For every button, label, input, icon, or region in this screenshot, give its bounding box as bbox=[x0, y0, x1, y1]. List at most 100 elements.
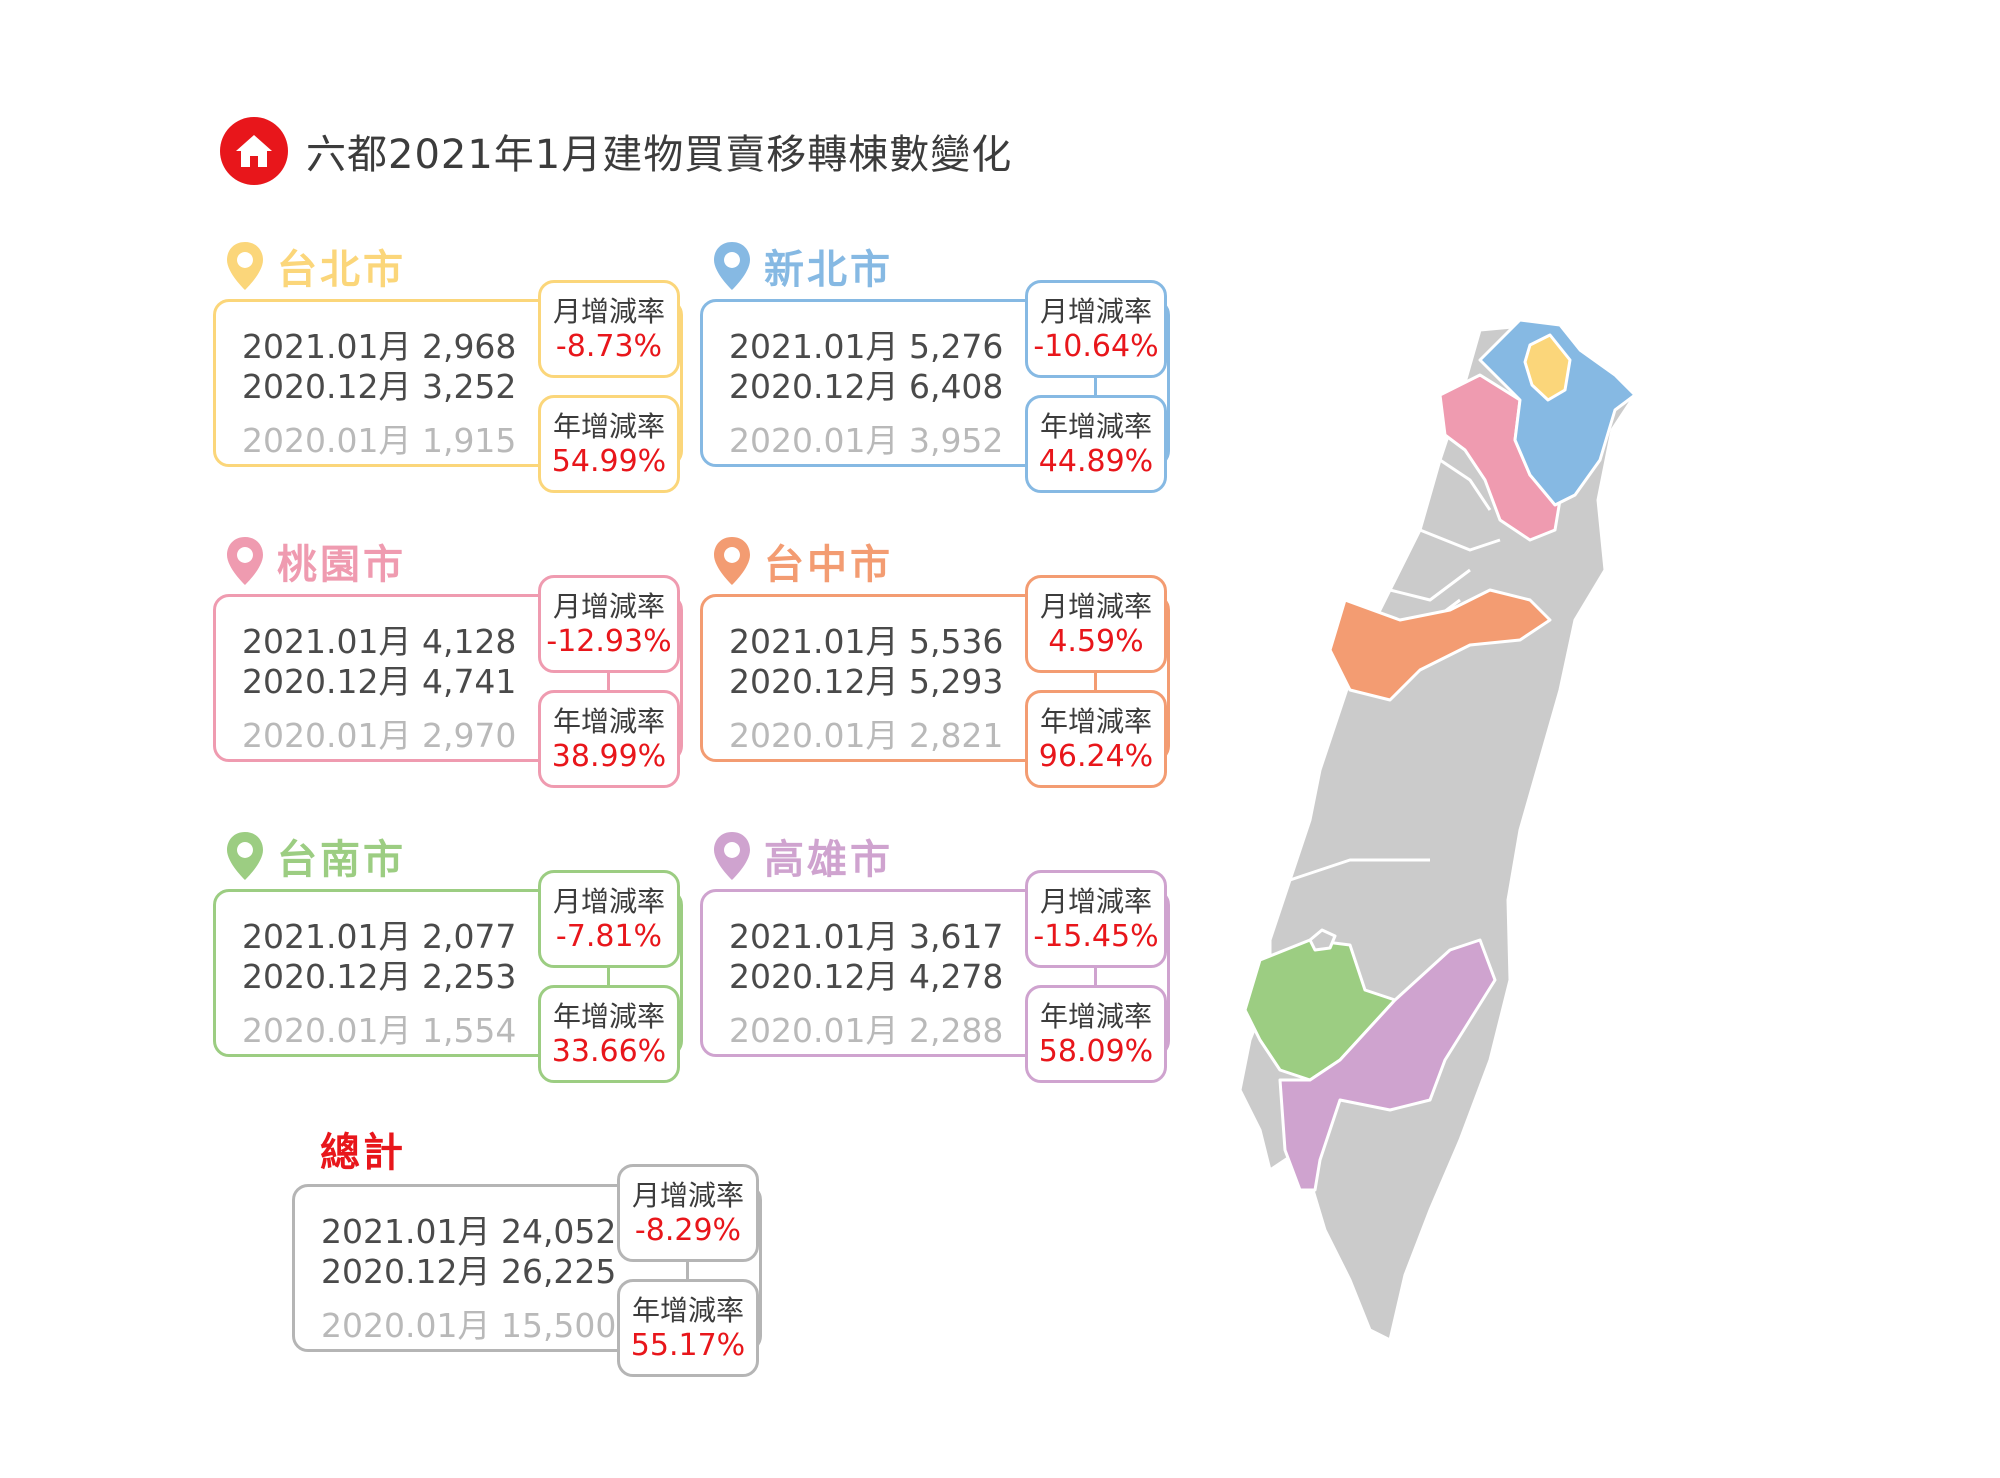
mom-rate-box: 月增減率 4.59% bbox=[1025, 575, 1167, 673]
current-month-count: 2021.01月 2,968 bbox=[242, 327, 517, 366]
current-month-count: 2021.01月 5,276 bbox=[729, 327, 1004, 366]
city-header: 高雄市 bbox=[712, 825, 893, 887]
city-figures-box: 2021.01月 4,128 2020.12月 4,741 2020.01月 2… bbox=[213, 594, 683, 762]
last-year-count: 2020.01月 1,554 bbox=[242, 1011, 517, 1050]
yoy-rate-box: 年增減率 55.17% bbox=[617, 1279, 759, 1377]
last-year-count: 2020.01月 2,288 bbox=[729, 1011, 1004, 1050]
location-pin-icon bbox=[227, 537, 263, 585]
previous-month-count: 2020.12月 3,252 bbox=[242, 367, 517, 406]
mom-value: -8.29% bbox=[634, 1213, 742, 1248]
mom-value: -8.73% bbox=[555, 329, 663, 364]
last-year-count: 2020.01月 2,970 bbox=[242, 716, 517, 755]
yoy-label: 年增減率 bbox=[1039, 410, 1152, 443]
city-card-taichung: 台中市 2021.01月 5,536 2020.12月 5,293 2020.0… bbox=[700, 530, 1175, 815]
rate-connector bbox=[607, 673, 610, 691]
city-name: 台南市 bbox=[277, 837, 406, 883]
yoy-label: 年增減率 bbox=[552, 410, 665, 443]
mom-label: 月增減率 bbox=[552, 885, 665, 918]
rate-connector bbox=[686, 1262, 689, 1280]
current-month-count: 2021.01月 24,052 bbox=[321, 1212, 617, 1251]
rate-connector bbox=[607, 968, 610, 986]
yoy-value: 55.17% bbox=[630, 1328, 746, 1363]
mom-label: 月增減率 bbox=[1039, 295, 1152, 328]
city-header: 台南市 bbox=[225, 825, 406, 887]
mom-value: -7.81% bbox=[555, 919, 663, 954]
city-header: 桃園市 bbox=[225, 530, 406, 592]
yoy-value: 58.09% bbox=[1038, 1034, 1154, 1069]
yoy-label: 年增減率 bbox=[631, 1294, 744, 1327]
yoy-label: 年增減率 bbox=[552, 1000, 665, 1033]
total-card: 2021.01月 24,052 2020.12月 26,225 2020.01月… bbox=[292, 1110, 767, 1395]
location-pin-icon bbox=[714, 832, 750, 880]
yoy-rate-box: 年增減率 58.09% bbox=[1025, 985, 1167, 1083]
mom-value: 4.59% bbox=[1048, 624, 1144, 659]
mom-label: 月增減率 bbox=[631, 1179, 744, 1212]
location-pin-icon bbox=[227, 832, 263, 880]
city-card-taoyuan: 桃園市 2021.01月 4,128 2020.12月 4,741 2020.0… bbox=[213, 530, 688, 815]
mom-rate-box: 月增減率 -12.93% bbox=[538, 575, 680, 673]
current-month-count: 2021.01月 2,077 bbox=[242, 917, 517, 956]
page-title-group: 六都2021年1月建物買賣移轉棟數變化 bbox=[220, 115, 1012, 187]
map-taipei bbox=[1523, 333, 1572, 402]
yoy-rate-box: 年增減率 96.24% bbox=[1025, 690, 1167, 788]
rate-connector bbox=[1094, 968, 1097, 986]
yoy-rate-box: 年增減率 38.99% bbox=[538, 690, 680, 788]
last-year-count: 2020.01月 2,821 bbox=[729, 716, 1004, 755]
rate-connector bbox=[1094, 378, 1097, 396]
taiwan-map bbox=[1238, 318, 1637, 1342]
map-taichung bbox=[1328, 588, 1552, 702]
location-pin-icon bbox=[714, 242, 750, 290]
city-name: 台中市 bbox=[764, 542, 893, 588]
last-year-count: 2020.01月 1,915 bbox=[242, 421, 517, 460]
mom-value: -10.64% bbox=[1033, 329, 1159, 364]
last-year-count: 2020.01月 3,952 bbox=[729, 421, 1004, 460]
mom-rate-box: 月增減率 -10.64% bbox=[1025, 280, 1167, 378]
yoy-value: 96.24% bbox=[1038, 739, 1154, 774]
mom-label: 月增減率 bbox=[552, 590, 665, 623]
home-icon bbox=[220, 117, 288, 185]
city-header: 台北市 bbox=[225, 235, 406, 297]
yoy-value: 33.66% bbox=[551, 1034, 667, 1069]
city-header: 台中市 bbox=[712, 530, 893, 592]
current-month-count: 2021.01月 5,536 bbox=[729, 622, 1004, 661]
total-label: 總計 bbox=[320, 1130, 406, 1176]
map-lake bbox=[1308, 928, 1337, 952]
mom-value: -12.93% bbox=[546, 624, 672, 659]
yoy-label: 年增減率 bbox=[1039, 1000, 1152, 1033]
mom-rate-box: 月增減率 -8.29% bbox=[617, 1164, 759, 1262]
city-card-new-taipei: 新北市 2021.01月 5,276 2020.12月 6,408 2020.0… bbox=[700, 235, 1175, 520]
rate-connector bbox=[1094, 673, 1097, 691]
yoy-rate-box: 年增減率 44.89% bbox=[1025, 395, 1167, 493]
mom-rate-box: 月增減率 -7.81% bbox=[538, 870, 680, 968]
previous-month-count: 2020.12月 4,278 bbox=[729, 957, 1004, 996]
map-kaohsiung bbox=[1278, 938, 1497, 1192]
yoy-rate-box: 年增減率 54.99% bbox=[538, 395, 680, 493]
current-month-count: 2021.01月 4,128 bbox=[242, 622, 517, 661]
previous-month-count: 2020.12月 26,225 bbox=[321, 1252, 617, 1291]
last-year-count: 2020.01月 15,500 bbox=[321, 1306, 617, 1345]
city-card-kaohsiung: 高雄市 2021.01月 3,617 2020.12月 4,278 2020.0… bbox=[700, 825, 1175, 1110]
city-name: 高雄市 bbox=[764, 837, 893, 883]
yoy-label: 年增減率 bbox=[1039, 705, 1152, 738]
city-card-taipei: 台北市 2021.01月 2,968 2020.12月 3,252 2020.0… bbox=[213, 235, 688, 520]
mom-rate-box: 月增減率 -8.73% bbox=[538, 280, 680, 378]
mom-value: -15.45% bbox=[1033, 919, 1159, 954]
city-name: 台北市 bbox=[277, 247, 406, 293]
mom-rate-box: 月增減率 -15.45% bbox=[1025, 870, 1167, 968]
mom-label: 月增減率 bbox=[552, 295, 665, 328]
yoy-value: 54.99% bbox=[551, 444, 667, 479]
yoy-rate-box: 年增減率 33.66% bbox=[538, 985, 680, 1083]
city-header: 新北市 bbox=[712, 235, 893, 297]
location-pin-icon bbox=[227, 242, 263, 290]
mom-label: 月增減率 bbox=[1039, 885, 1152, 918]
city-name: 桃園市 bbox=[277, 542, 406, 588]
location-pin-icon bbox=[714, 537, 750, 585]
map-new-taipei bbox=[1478, 318, 1637, 507]
previous-month-count: 2020.12月 6,408 bbox=[729, 367, 1004, 406]
yoy-value: 38.99% bbox=[551, 739, 667, 774]
mom-label: 月增減率 bbox=[1039, 590, 1152, 623]
previous-month-count: 2020.12月 5,293 bbox=[729, 662, 1004, 701]
yoy-label: 年增減率 bbox=[552, 705, 665, 738]
yoy-value: 44.89% bbox=[1038, 444, 1154, 479]
page-title: 六都2021年1月建物買賣移轉棟數變化 bbox=[306, 132, 1013, 178]
